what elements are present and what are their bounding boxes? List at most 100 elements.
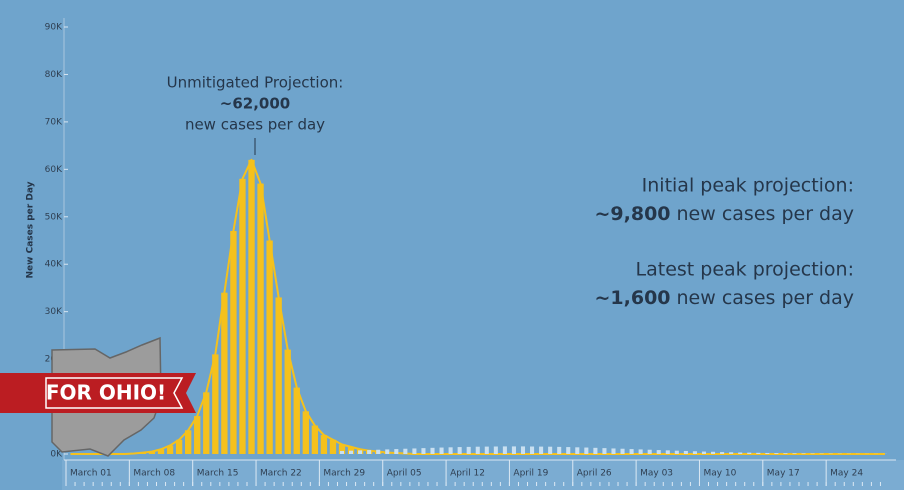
annotation-text: new cases per day (677, 287, 854, 309)
bar (175, 439, 183, 454)
bar (720, 452, 725, 454)
logo: FOR OHIO! (0, 336, 196, 457)
bar (701, 451, 707, 454)
bar (394, 449, 399, 454)
bar (448, 447, 453, 454)
y-tick-label: 0K (50, 450, 63, 460)
bar (148, 451, 156, 454)
annotation: ~9,800 new cases per day (594, 203, 854, 225)
bar (557, 446, 562, 454)
bar (248, 159, 255, 454)
bar (266, 240, 273, 454)
bar (710, 451, 716, 454)
x-tick-label: April 05 (387, 469, 422, 479)
y-tick-label: 50K (45, 212, 63, 222)
x-axis-band (62, 460, 904, 490)
annotation: ~62,000 (220, 95, 290, 113)
bar (602, 448, 607, 454)
bar (302, 411, 309, 454)
bar (584, 447, 589, 454)
annotation-text: new cases per day (677, 203, 854, 225)
bar (575, 447, 580, 454)
bar (747, 452, 752, 454)
bar (792, 453, 797, 454)
x-tick-label: March 08 (133, 469, 175, 479)
bar (683, 450, 688, 454)
bar (367, 450, 372, 454)
x-tick-label: March 29 (323, 469, 365, 479)
bar (620, 448, 625, 454)
bar (439, 447, 444, 454)
y-tick-label: 30K (45, 307, 63, 317)
y-axis-label: New Cases per Day (26, 181, 36, 278)
bar (520, 446, 526, 454)
bar (656, 450, 661, 454)
bar (801, 453, 806, 454)
x-tick-label: March 15 (197, 469, 239, 479)
bar (311, 425, 319, 454)
x-tick-label: May 03 (640, 469, 673, 479)
bar (347, 446, 355, 454)
bar (502, 446, 507, 454)
bar (421, 448, 426, 454)
annotation: Initial peak projection: (642, 175, 854, 197)
plot: 0K10K20K30K40K50K60K70K80K90KMarch 01Mar… (45, 18, 896, 486)
y-tick-label: 90K (45, 23, 63, 33)
bar (338, 444, 346, 454)
bar (284, 349, 291, 454)
bar (511, 446, 516, 454)
bar (230, 231, 237, 454)
annotation-value: ~9,800 (594, 203, 670, 225)
x-tick-label: May 24 (830, 469, 863, 479)
annotation: Unmitigated Projection: (167, 74, 344, 92)
x-tick-label: March 22 (260, 469, 302, 479)
banner (0, 373, 196, 413)
bar (358, 450, 363, 454)
y-tick-label: 60K (45, 165, 63, 175)
bar (166, 445, 174, 454)
x-tick-label: May 10 (703, 469, 736, 479)
bar (329, 439, 337, 454)
bar (239, 178, 246, 455)
bar (376, 449, 381, 454)
annotation: ~1,600 new cases per day (594, 287, 854, 309)
bar (593, 447, 598, 454)
bar (275, 297, 282, 454)
annotation: Latest peak projection: (636, 259, 854, 281)
bar (611, 448, 616, 454)
bar (665, 450, 670, 454)
bar (457, 447, 462, 454)
bar (774, 453, 779, 454)
bar (203, 392, 210, 454)
annotation: new cases per day (185, 116, 325, 134)
bar (339, 450, 345, 454)
y-tick-label: 70K (45, 117, 63, 127)
logo-text: FOR OHIO! (46, 381, 166, 405)
banner-border (45, 377, 184, 409)
bar (157, 449, 165, 454)
x-tick-label: April 12 (450, 469, 485, 479)
annotation-value: ~1,600 (594, 287, 670, 309)
bar (638, 449, 643, 454)
bar (293, 387, 300, 454)
bar (320, 435, 328, 454)
bar (257, 183, 264, 455)
bar (493, 446, 498, 454)
bar (738, 452, 743, 454)
bar (221, 292, 228, 454)
bar (692, 451, 697, 454)
bar (212, 354, 219, 454)
x-tick-label: April 19 (513, 469, 548, 479)
bar (349, 450, 354, 454)
bar (466, 446, 471, 454)
bar (185, 430, 192, 454)
bar (475, 446, 480, 454)
bar (412, 448, 417, 454)
bar (647, 449, 652, 454)
bar (756, 452, 761, 454)
bar (674, 450, 679, 454)
bar (194, 416, 201, 454)
bar (765, 452, 770, 454)
bar (430, 447, 435, 454)
